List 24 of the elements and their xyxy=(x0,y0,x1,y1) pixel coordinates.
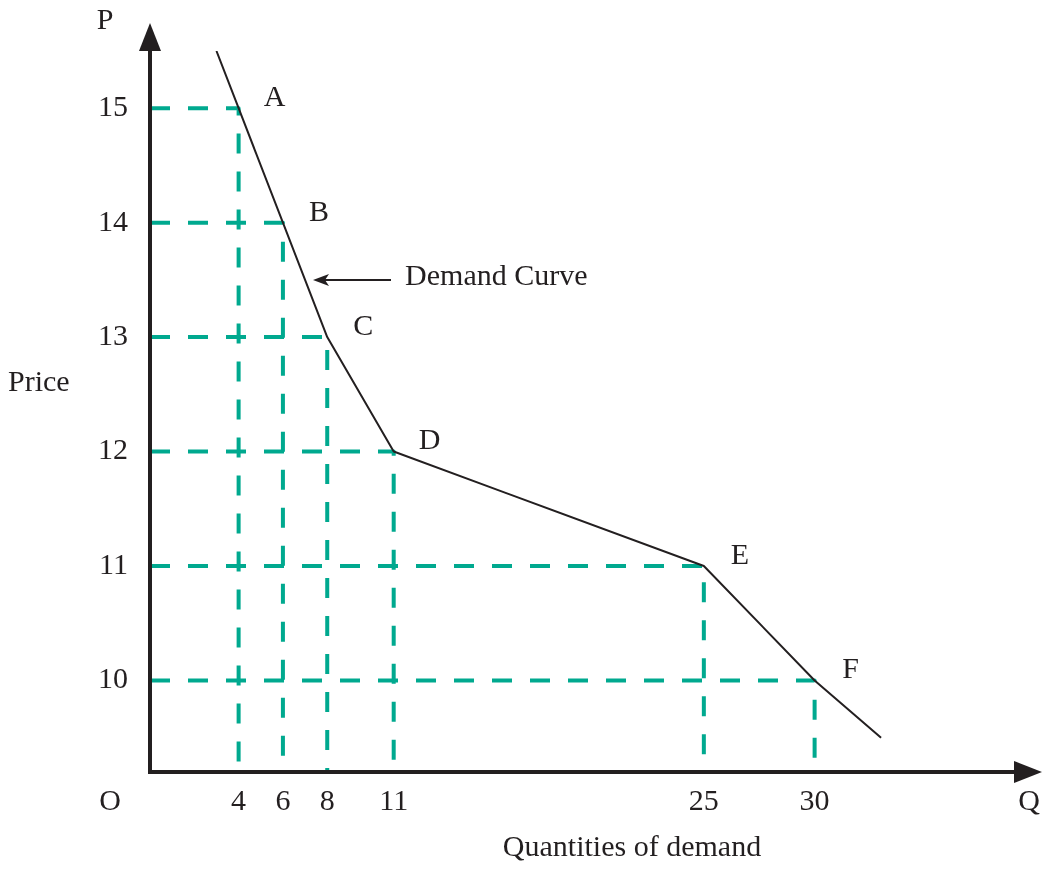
x-tick-label: 25 xyxy=(688,782,719,816)
y-axis-title: Price xyxy=(8,364,70,398)
text: P xyxy=(96,1,114,35)
legend-label: Demand Curve xyxy=(405,257,588,291)
text: O xyxy=(99,782,121,816)
y-tick-label: 12 xyxy=(98,432,128,466)
y-tick-label: 13 xyxy=(98,317,128,351)
annotation: C xyxy=(353,307,374,341)
text: Q xyxy=(1018,782,1041,816)
x-tick-label: 8 xyxy=(319,782,335,816)
x-tick-label: 11 xyxy=(379,782,409,816)
x-tick-label: 6 xyxy=(275,782,291,816)
annotation: B xyxy=(308,193,329,227)
annotation: D xyxy=(418,422,441,456)
y-tick-label: 14 xyxy=(98,203,128,237)
x-axis-title: Quantities of demand xyxy=(502,828,762,862)
y-tick-label: 15 xyxy=(98,89,128,123)
annotation: E xyxy=(730,536,750,570)
y-tick-label: 10 xyxy=(98,661,128,695)
y-tick-label: 11 xyxy=(99,546,128,580)
annotation: A xyxy=(263,79,286,113)
annotation: F xyxy=(842,651,859,685)
x-tick-label: 4 xyxy=(231,782,247,816)
x-tick-label: 30 xyxy=(799,782,830,816)
